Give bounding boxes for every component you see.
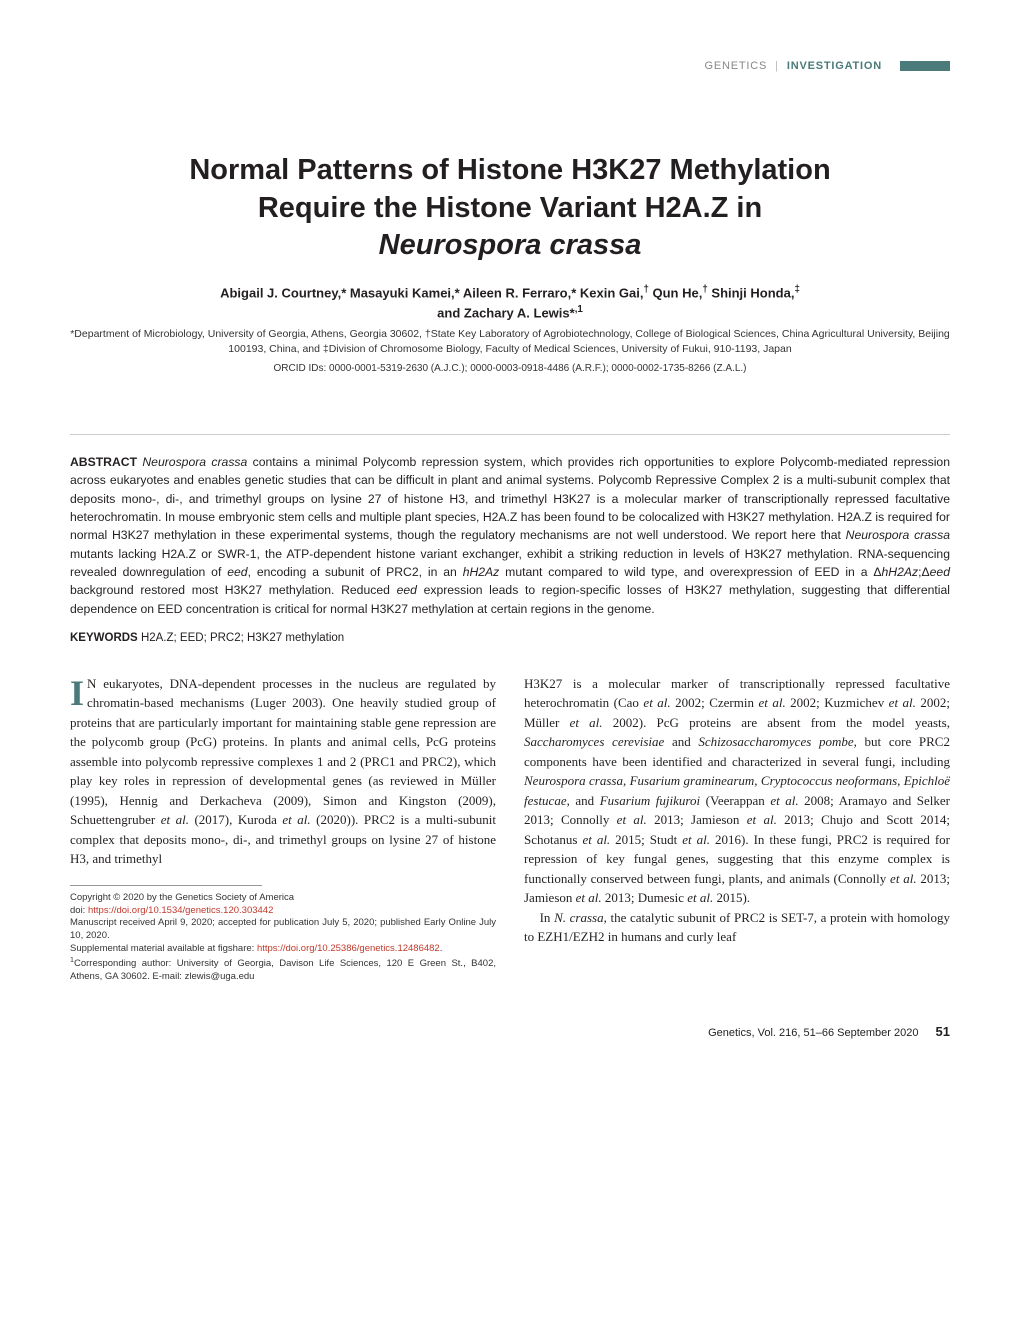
section-name: INVESTIGATION: [787, 60, 882, 72]
header-divider: |: [775, 60, 779, 72]
header-bar: GENETICS | INVESTIGATION: [70, 60, 950, 72]
doi-link[interactable]: https://doi.org/10.1534/genetics.120.303…: [88, 905, 273, 916]
supplemental-text: Supplemental material available at figsh…: [70, 943, 254, 954]
title-line3: Neurospora crassa: [379, 229, 642, 261]
column-left: IN eukaryotes, DNA-dependent processes i…: [70, 674, 496, 984]
keywords-text: H2A.Z; EED; PRC2; H3K27 methylation: [141, 632, 344, 644]
body-paragraph: H3K27 is a molecular marker of transcrip…: [524, 674, 950, 908]
copyright-line: Copyright © 2020 by the Genetics Society…: [70, 892, 496, 905]
top-rule: [70, 434, 950, 435]
supplemental-link[interactable]: https://doi.org/10.25386/genetics.124864…: [257, 943, 440, 954]
received-line: Manuscript received April 9, 2020; accep…: [70, 917, 496, 943]
orcid-ids: ORCID IDs: 0000-0001-5319-2630 (A.J.C.);…: [70, 363, 950, 374]
page-footer: Genetics, Vol. 216, 51–66 September 2020…: [70, 1024, 950, 1039]
abstract-block: ABSTRACT Neurospora crassa contains a mi…: [70, 453, 950, 618]
supplemental-line: Supplemental material available at figsh…: [70, 943, 496, 956]
dropcap: I: [70, 674, 87, 708]
page-number: 51: [936, 1024, 950, 1039]
title-line2: Require the Histone Variant H2A.Z in: [258, 192, 762, 224]
keywords-label: KEYWORDS: [70, 632, 138, 644]
footnotes-block: Copyright © 2020 by the Genetics Society…: [70, 892, 496, 984]
body-columns: IN eukaryotes, DNA-dependent processes i…: [70, 674, 950, 984]
keywords-block: KEYWORDS H2A.Z; EED; PRC2; H3K27 methyla…: [70, 632, 950, 644]
header-accent: [900, 61, 950, 71]
article-title: Normal Patterns of Histone H3K27 Methyla…: [150, 152, 870, 265]
authors-list: Abigail J. Courtney,* Masayuki Kamei,* A…: [70, 283, 950, 323]
title-line1: Normal Patterns of Histone H3K27 Methyla…: [189, 154, 830, 186]
doi-line: doi: https://doi.org/10.1534/genetics.12…: [70, 905, 496, 918]
footnote-rule: [70, 885, 262, 886]
corresponding-line: 1Corresponding author: University of Geo…: [70, 956, 496, 984]
body-paragraph: In N. crassa, the catalytic subunit of P…: [524, 908, 950, 947]
body-paragraph: IN eukaryotes, DNA-dependent processes i…: [70, 674, 496, 869]
footer-citation: Genetics, Vol. 216, 51–66 September 2020: [708, 1027, 918, 1039]
doi-label: doi:: [70, 905, 85, 916]
affiliations: *Department of Microbiology, University …: [70, 327, 950, 357]
column-right: H3K27 is a molecular marker of transcrip…: [524, 674, 950, 984]
journal-name: GENETICS: [705, 60, 768, 72]
abstract-label: ABSTRACT: [70, 455, 137, 469]
corresponding-text: Corresponding author: University of Geor…: [70, 958, 496, 982]
